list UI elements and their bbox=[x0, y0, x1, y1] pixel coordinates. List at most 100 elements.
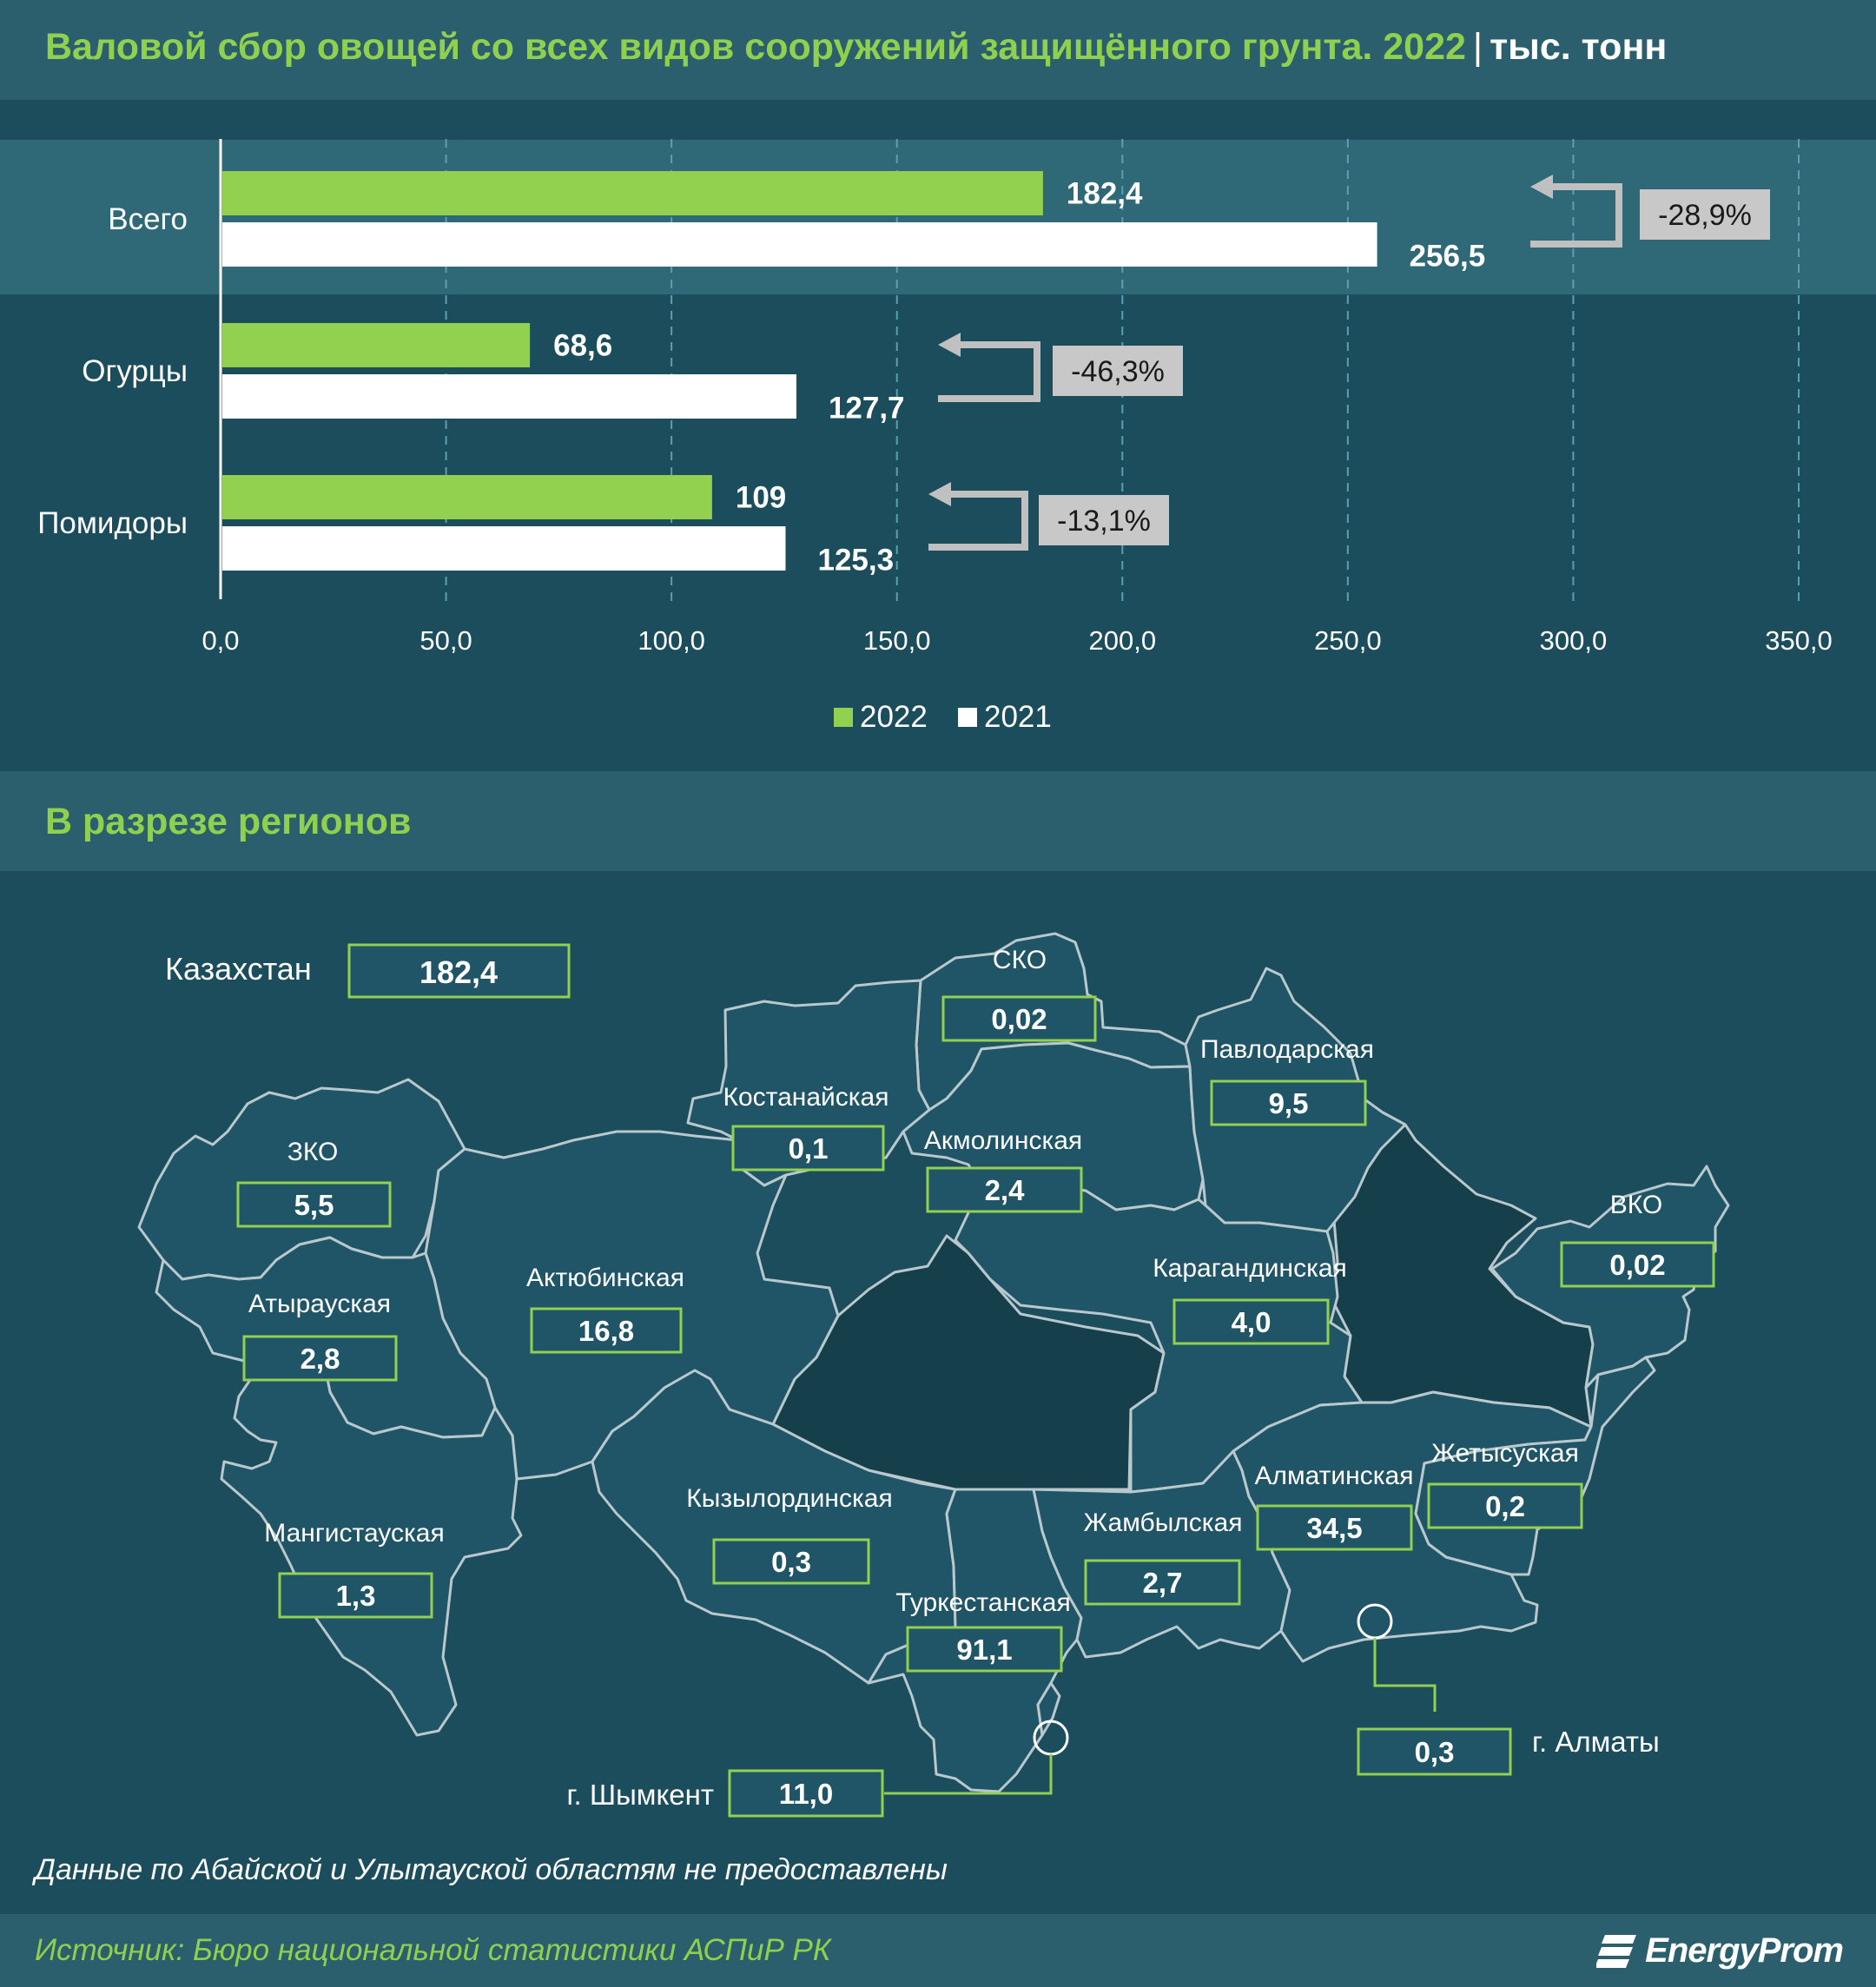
legend-label-2021: 2021 bbox=[984, 700, 1052, 734]
category-label: Всего bbox=[108, 202, 188, 236]
region-label: Туркестанская 91,1 bbox=[895, 1588, 1071, 1673]
value-label-2022: 68,6 bbox=[553, 329, 612, 363]
x-tick-label: 100,0 bbox=[637, 625, 705, 656]
change-box bbox=[1039, 495, 1169, 545]
x-tick-label: 250,0 bbox=[1314, 625, 1382, 656]
region-label: Акмолинская 2,4 bbox=[924, 1126, 1083, 1213]
region-name: СКО bbox=[993, 946, 1047, 974]
region-mangystau-shape bbox=[220, 1369, 523, 1737]
region-value-box bbox=[1427, 1482, 1583, 1529]
x-tick-label: 0,0 bbox=[201, 625, 239, 656]
region-name: Туркестанская bbox=[895, 1588, 1071, 1617]
region-value: 2,4 bbox=[985, 1174, 1026, 1206]
bars: 182,4 256,5 68,6 127,7 109 125,3 bbox=[222, 171, 1485, 578]
value-label-2021: 125,3 bbox=[817, 544, 894, 578]
region-name: Алматинская bbox=[1255, 1462, 1414, 1490]
bar-2022 bbox=[222, 323, 531, 367]
region-name: Кызылординская bbox=[686, 1484, 892, 1513]
legend: 2022 2021 bbox=[834, 700, 1052, 734]
change-value: -28,9% bbox=[1658, 199, 1752, 232]
region-value-box bbox=[236, 1181, 392, 1228]
region-value-box bbox=[1172, 1298, 1330, 1345]
region-value-box bbox=[712, 1538, 870, 1585]
bar-2021 bbox=[222, 374, 796, 419]
city-name: г. Алматы bbox=[1532, 1726, 1660, 1758]
value-label-2021: 256,5 bbox=[1410, 240, 1486, 274]
region-value-box bbox=[242, 1335, 398, 1382]
region-value: 2,7 bbox=[1143, 1567, 1183, 1599]
region-labels: СКО 0,02 Павлодарская 9,5 Костанайская 0,1 Акм… bbox=[236, 946, 1715, 1673]
region-value-box bbox=[1210, 1079, 1367, 1126]
x-tick-label: 300,0 bbox=[1540, 625, 1608, 656]
region-map: Казахстан 182,4 СКО 0,02 Павлодарская 9,5 Ко… bbox=[137, 932, 1730, 1818]
chart-title-text: Валовой сбор овощей со всех видов сооруж… bbox=[45, 26, 1466, 68]
region-label: Жамбылская 2,7 bbox=[1084, 1508, 1243, 1606]
legend-swatch-2022 bbox=[834, 708, 853, 727]
region-label: Алматинская 34,5 bbox=[1255, 1462, 1414, 1551]
region-karaganda-shape bbox=[954, 1184, 1364, 1494]
change-value: -46,3% bbox=[1071, 355, 1165, 388]
region-name: Павлодарская bbox=[1200, 1035, 1374, 1064]
region-name: Жетысуская bbox=[1431, 1439, 1579, 1468]
region-value: 91,1 bbox=[956, 1634, 1012, 1666]
region-label: Атырауская 2,8 bbox=[242, 1290, 398, 1382]
bar-2022 bbox=[222, 475, 712, 519]
title-bar: Валовой сбор овощей со всех видов сооруж… bbox=[0, 0, 1876, 100]
arrow-head bbox=[1530, 175, 1553, 199]
city-label: г. Шымкент 11,0 bbox=[567, 1769, 884, 1818]
region-label: СКО 0,02 bbox=[941, 946, 1097, 1042]
region-value: 0,2 bbox=[1485, 1490, 1525, 1522]
region-value-box bbox=[1560, 1241, 1715, 1288]
source-text: Источник: Бюро национальной статистики А… bbox=[35, 1933, 831, 1967]
region-value: 34,5 bbox=[1306, 1512, 1362, 1544]
elbow-arrow bbox=[938, 341, 1040, 402]
map-country-name: Казахстан bbox=[165, 951, 312, 987]
change-value: -13,1% bbox=[1057, 505, 1151, 538]
map-country-box bbox=[347, 943, 571, 999]
region-label: ЗКО 5,5 bbox=[236, 1138, 392, 1228]
highlight-row-band bbox=[0, 140, 1876, 294]
arrow-head bbox=[928, 482, 951, 506]
change-annotations: -28,9% -46,3% -13,1% bbox=[928, 175, 1770, 551]
section-bar: В разрезе регионов bbox=[0, 771, 1876, 871]
x-tick-label: 50,0 bbox=[419, 625, 472, 656]
region-value-box bbox=[906, 1626, 1063, 1673]
region-value: 0,1 bbox=[789, 1132, 829, 1165]
region-value: 1,3 bbox=[336, 1580, 376, 1612]
city-value: 0,3 bbox=[1415, 1736, 1455, 1768]
region-name: ВКО bbox=[1610, 1191, 1662, 1219]
region-name: Жамбылская bbox=[1084, 1508, 1243, 1537]
region-value-box bbox=[278, 1572, 433, 1619]
chart-title: Валовой сбор овощей со всех видов сооруж… bbox=[45, 26, 1667, 69]
region-label: Жетысуская 0,2 bbox=[1427, 1439, 1583, 1529]
value-label-2022: 182,4 bbox=[1067, 177, 1143, 211]
change-annotation: -13,1% bbox=[928, 482, 1169, 551]
shymkent-leader-line bbox=[884, 1754, 1053, 1795]
region-value: 0,02 bbox=[991, 1003, 1047, 1035]
footer: Источник: Бюро национальной статистики А… bbox=[0, 1914, 1876, 1987]
region-value: 4,0 bbox=[1232, 1306, 1272, 1338]
region-name: ЗКО bbox=[287, 1138, 339, 1166]
energyprom-logo: EnergyProm bbox=[1596, 1926, 1844, 1975]
bar-chart: 182,4 256,5 68,6 127,7 109 125,3 Всего Огурцы П… bbox=[0, 139, 1876, 734]
region-name: Карагандинская bbox=[1153, 1254, 1347, 1283]
map-country-label-group: Казахстан 182,4 bbox=[165, 943, 571, 999]
x-tick-label: 200,0 bbox=[1088, 625, 1156, 656]
region-name: Актюбинская bbox=[526, 1264, 684, 1292]
energyprom-logo-icon bbox=[1596, 1935, 1637, 1968]
bar-2021 bbox=[222, 526, 786, 571]
region-value: 16,8 bbox=[578, 1315, 634, 1347]
city-value-box bbox=[728, 1769, 884, 1818]
region-name: Акмолинская bbox=[924, 1126, 1082, 1155]
footnote: Данные по Абайской и Улытауской областям… bbox=[35, 1853, 948, 1886]
region-value: 9,5 bbox=[1269, 1087, 1309, 1119]
change-annotation: -28,9% bbox=[1530, 175, 1770, 248]
region-label: Кызылординская 0,3 bbox=[686, 1484, 893, 1585]
value-label-2021: 127,7 bbox=[829, 392, 905, 426]
region-name: Мангистауская bbox=[264, 1519, 444, 1548]
region-value-box bbox=[941, 995, 1097, 1042]
region-value-box bbox=[530, 1307, 683, 1354]
region-label: ВКО 0,02 bbox=[1560, 1191, 1715, 1288]
city-name: г. Шымкент bbox=[567, 1779, 715, 1811]
region-value: 2,8 bbox=[301, 1343, 340, 1375]
